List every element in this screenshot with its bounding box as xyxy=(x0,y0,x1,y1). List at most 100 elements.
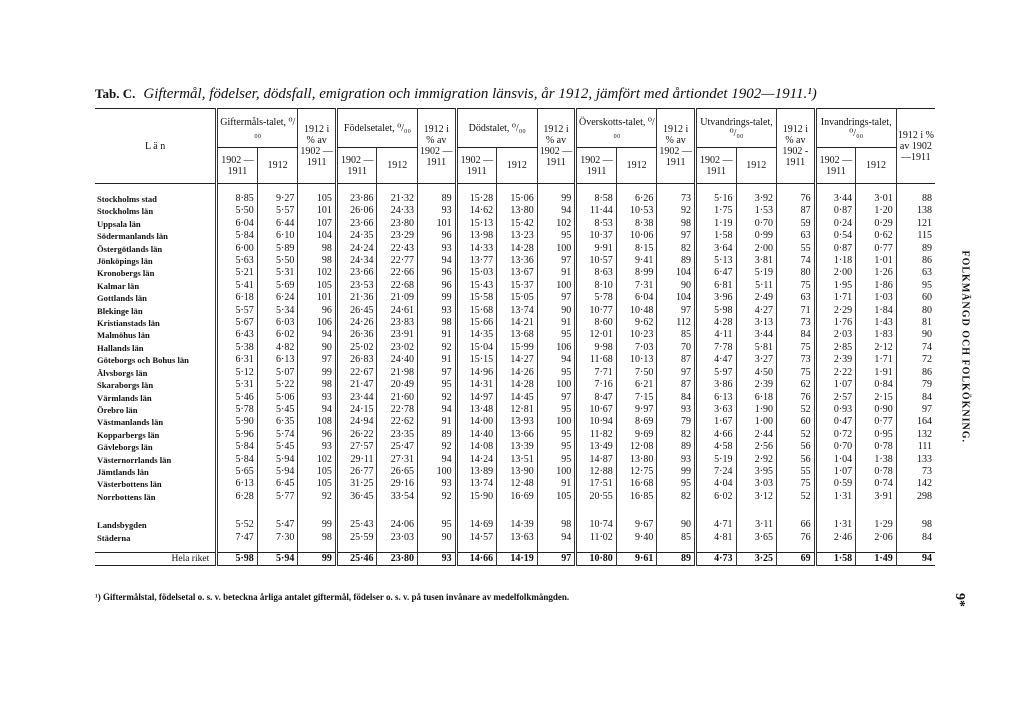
cell-value: 133 xyxy=(895,453,935,466)
cell-value: 6·26 xyxy=(615,193,657,206)
spacer-cell xyxy=(256,543,298,553)
cell-value: 97 xyxy=(536,391,576,404)
cell-value: 95 xyxy=(536,403,576,417)
table-row: Kronobergs län 5·21 5·31 102 23·66 22·66 96 15·… xyxy=(95,267,935,280)
period-header: 1902 —1911 xyxy=(813,147,856,184)
cell-value: 0·24 xyxy=(813,217,856,231)
cell-value: 7·03 xyxy=(615,341,657,355)
cell-value: 96 xyxy=(297,428,337,442)
cell-value: 87 xyxy=(656,354,696,367)
cell-value: 15·28 xyxy=(454,193,497,206)
cell-value: 3·65 xyxy=(735,531,777,544)
cell-value: 5·21 xyxy=(215,267,258,280)
cell-value: 73 xyxy=(776,317,816,330)
cell-value: 98 xyxy=(536,519,576,532)
spacer-cell xyxy=(215,543,258,553)
cell-value: 0·70 xyxy=(813,441,856,454)
spacer-cell xyxy=(215,503,258,520)
cell-value: 94 xyxy=(417,403,457,417)
table-title: Tab. C. Giftermål, födelser, dödsfall, em… xyxy=(95,86,935,103)
cell-value: 1·76 xyxy=(813,317,856,330)
cell-value: 24·24 xyxy=(334,242,377,256)
year-header: 1912 xyxy=(735,147,777,184)
table-row: Stockholms stad 8·85 9·27 105 23·86 21·32 89 15… xyxy=(95,193,935,206)
cell-value: 13·89 xyxy=(454,465,497,479)
cell-value: 5·94 xyxy=(256,551,298,566)
cell-value: 91 xyxy=(417,416,457,429)
cell-value: 15·42 xyxy=(496,217,538,231)
cell-value: 95 xyxy=(536,329,576,342)
cell-value: 89 xyxy=(895,242,935,256)
spacer-row xyxy=(95,183,935,193)
cell-value: 90 xyxy=(417,531,457,544)
lan-header: L ä n xyxy=(95,108,217,184)
cell-value: 0·62 xyxy=(855,230,897,243)
cell-value: 12·08 xyxy=(615,441,657,454)
cell-value: 1·38 xyxy=(855,453,897,466)
county-name: Kopparbergs län xyxy=(97,429,160,440)
cell-value: 73 xyxy=(895,465,935,479)
cell-value: 89 xyxy=(417,428,457,442)
cell-value: 10·67 xyxy=(574,403,617,417)
spacer-cell xyxy=(334,183,377,193)
spacer-cell xyxy=(574,503,617,520)
spacer-cell xyxy=(735,543,777,553)
cell-value: 7·47 xyxy=(215,531,258,544)
cell-value: 0·77 xyxy=(855,416,897,429)
cell-value: 2·39 xyxy=(735,379,777,392)
cell-value: 14·62 xyxy=(454,205,497,218)
county-name: Västerbottens län xyxy=(97,479,162,490)
cell-value: 7·78 xyxy=(693,341,736,355)
cell-value: 14·69 xyxy=(454,519,497,532)
cell-value: 142 xyxy=(895,478,935,491)
cell-value: 24·61 xyxy=(376,304,418,318)
cell-value: 99 xyxy=(297,366,337,380)
cell-value: 102 xyxy=(297,453,337,466)
spacer-cell xyxy=(95,503,217,519)
cell-value: 89 xyxy=(656,551,696,566)
cell-value: 1·18 xyxy=(813,255,856,268)
cell-value: 102 xyxy=(297,267,337,280)
cell-value: 100 xyxy=(536,465,576,479)
cell-value: 0·77 xyxy=(855,242,897,256)
cell-value: 2·15 xyxy=(855,391,897,404)
spacer-cell xyxy=(735,503,777,520)
county-name: Norrbottens län xyxy=(97,491,156,502)
spacer-cell xyxy=(574,543,617,553)
cell-value: 5·84 xyxy=(215,453,258,466)
cell-value: 76 xyxy=(776,193,816,206)
cell-value: 14·39 xyxy=(496,519,538,532)
pct-header: 1912 i % av 1902 - 1911 xyxy=(776,108,816,184)
cell-value: 6·13 xyxy=(693,391,736,404)
cell-value: 98 xyxy=(895,519,935,532)
cell-value: 0·93 xyxy=(813,403,856,417)
cell-value: 98 xyxy=(656,217,696,231)
cell-value: 75 xyxy=(776,366,816,380)
cell-value: 98 xyxy=(297,531,337,544)
cell-value: 95 xyxy=(417,519,457,532)
cell-value: 7·15 xyxy=(615,391,657,404)
cell-value: 5·13 xyxy=(693,255,736,268)
cell-value: 69 xyxy=(776,551,816,566)
cell-value: 4·47 xyxy=(693,354,736,367)
cell-value: 13·63 xyxy=(496,531,538,544)
cell-value: 1·31 xyxy=(813,519,856,532)
cell-value: 97 xyxy=(536,255,576,268)
cell-value: 0·99 xyxy=(735,230,777,243)
cell-value: 98 xyxy=(417,317,457,330)
spacer-cell xyxy=(334,543,377,553)
cell-value: 7·71 xyxy=(574,366,617,380)
cell-value: 92 xyxy=(417,441,457,454)
cell-value: 101 xyxy=(417,217,457,231)
spacer-cell xyxy=(656,543,696,553)
cell-value: 11·82 xyxy=(574,428,617,442)
cell-value: 52 xyxy=(776,403,816,417)
cell-value: 5·84 xyxy=(215,230,258,243)
cell-value: 86 xyxy=(895,366,935,380)
cell-value: 23·29 xyxy=(376,230,418,243)
cell-value: 10·94 xyxy=(574,416,617,429)
cell-value: 52 xyxy=(776,428,816,442)
cell-value: 81 xyxy=(895,317,935,330)
cell-value: 1·71 xyxy=(813,292,856,305)
cell-value: 90 xyxy=(297,341,337,355)
